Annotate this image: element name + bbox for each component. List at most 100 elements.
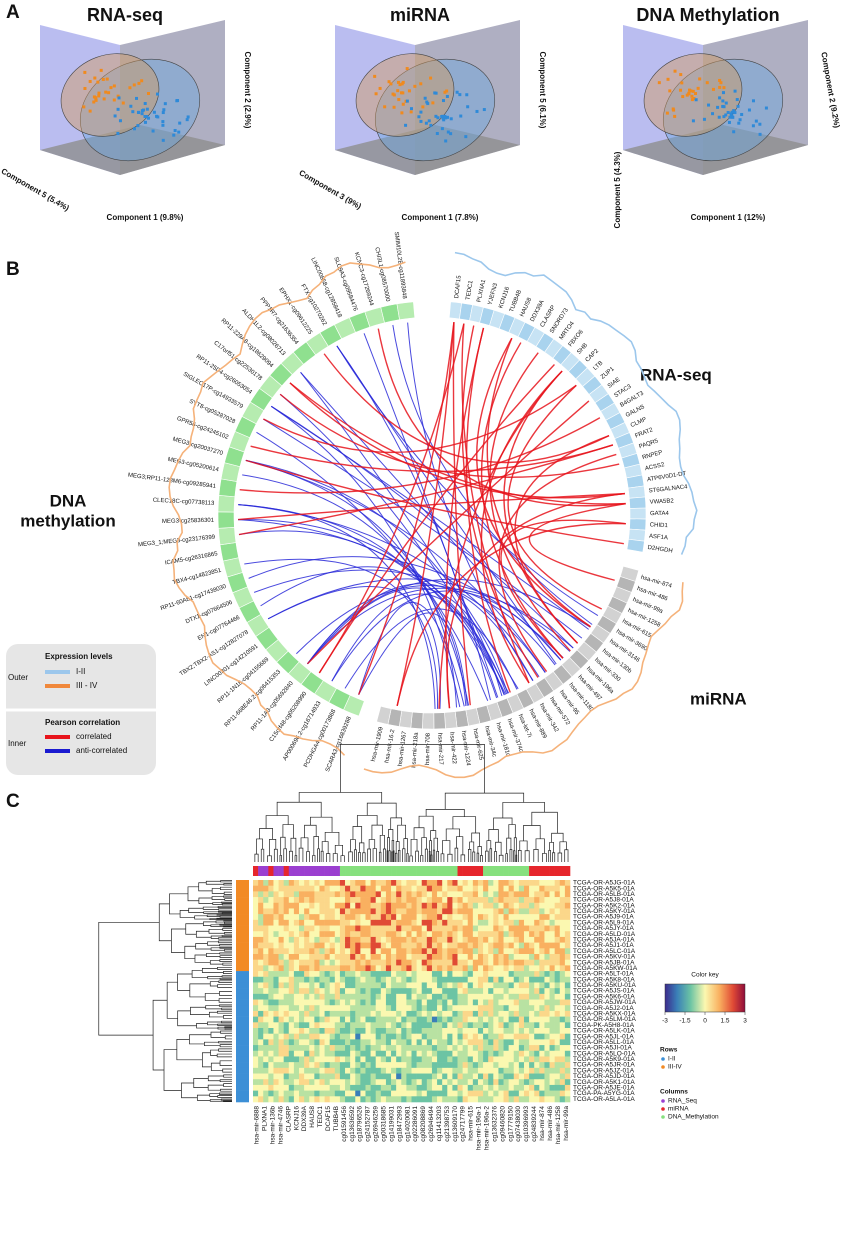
row-label: TCGA-OR-A5K9-01A [573, 1056, 635, 1063]
heatmap-cell [472, 1084, 479, 1091]
heatmap-cell [278, 1033, 284, 1040]
heatmap-cell [375, 971, 382, 978]
heatmap-cell [539, 971, 545, 978]
heatmap-cell [339, 982, 346, 989]
heatmap-cell [564, 919, 571, 926]
heatmap-cell [380, 999, 387, 1006]
heatmap-cell [355, 982, 361, 989]
heatmap-cell [462, 1084, 469, 1091]
dendrogram [265, 815, 289, 829]
heatmap-cell [396, 925, 402, 932]
heatmap-cell [391, 1010, 397, 1017]
heatmap-cell [391, 942, 397, 949]
correlation-link [300, 371, 519, 690]
dendrogram [508, 824, 516, 839]
heatmap-cell [406, 1028, 412, 1034]
heatmap-cell [462, 993, 469, 1000]
heatmap-cell [375, 1084, 382, 1091]
dendrogram [393, 850, 395, 862]
heatmap-cell [293, 1016, 300, 1023]
sample-point [449, 117, 453, 121]
heatmap-cell [508, 897, 515, 904]
heatmap-cell [304, 1090, 310, 1097]
correlation-link [358, 612, 468, 706]
heatmap-cell [324, 880, 330, 886]
heatmap-cell [467, 1084, 474, 1091]
heatmap-cell [523, 1067, 530, 1074]
heatmap-cell [416, 1050, 423, 1057]
heatmap-cell [278, 908, 284, 915]
dendrogram [468, 849, 472, 862]
heatmap-cell [299, 908, 305, 915]
heatmap-cell [304, 1005, 310, 1012]
heatmap-cell [268, 948, 274, 955]
heatmap-cell [452, 959, 458, 966]
heatmap-cell [391, 999, 397, 1006]
heatmap-cell [477, 1096, 484, 1103]
sample-point [92, 100, 96, 104]
heatmap-cell [345, 1016, 351, 1023]
heatmap-cell [375, 1050, 382, 1057]
heatmap-cell [431, 1090, 438, 1097]
heatmap-cell [263, 885, 269, 892]
heatmap-cell [421, 976, 428, 983]
dendrogram [298, 847, 304, 862]
heatmap-cell [258, 993, 264, 1000]
dendrogram [218, 937, 232, 940]
heatmap-cell [293, 1039, 300, 1046]
heatmap-cell [554, 908, 561, 915]
heatmap-cell [360, 1073, 366, 1080]
heatmap-cell [416, 891, 423, 898]
heatmap-cell [258, 1016, 264, 1023]
heatmap-cell [549, 1005, 555, 1012]
sample-point [93, 76, 97, 80]
sample-point [436, 116, 440, 120]
heatmap-cell [488, 1050, 494, 1057]
heatmap-cell [380, 1062, 387, 1069]
dendrogram [221, 901, 232, 904]
sample-point [389, 82, 393, 86]
heatmap-cell [447, 914, 453, 921]
dendrogram [223, 1015, 232, 1019]
sample-point [132, 83, 136, 87]
heatmap-cell [293, 976, 300, 983]
heatmap-cell [345, 1067, 351, 1074]
heatmap-cell [431, 959, 438, 966]
dendrogram [551, 832, 564, 843]
heatmap-cell [518, 965, 525, 972]
heatmap-cell [283, 1062, 290, 1069]
sample-point [718, 85, 722, 89]
heatmap-cell [299, 1045, 305, 1052]
heatmap-cell [396, 902, 402, 909]
heatmap-cell [411, 1090, 417, 1097]
heatmap-cell [314, 914, 320, 921]
heatmap-cell [380, 880, 387, 886]
heatmap-cell [564, 954, 571, 960]
heatmap-cell [529, 1062, 535, 1069]
heatmap-cell [293, 1073, 300, 1080]
sample-point [673, 69, 677, 73]
heatmap-cell [253, 1073, 259, 1080]
heatmap-cell [549, 1062, 555, 1069]
heatmap-cell [467, 919, 474, 926]
heatmap-cell [345, 1090, 351, 1097]
heatmap-cell [401, 954, 407, 960]
dendrogram [340, 855, 345, 862]
heatmap-cell [339, 954, 346, 960]
heatmap-cell [396, 897, 402, 904]
heatmap-cell [263, 908, 269, 915]
heatmap-cell [488, 902, 494, 909]
heatmap-cell [544, 1022, 550, 1029]
dendrogram [402, 848, 406, 862]
heatmap-cell [375, 1062, 382, 1069]
dendrogram [188, 907, 204, 913]
sample-point [688, 88, 692, 92]
heatmap-cell [544, 919, 550, 926]
heatmap-cell [452, 1005, 458, 1012]
heatmap-cell [493, 1096, 499, 1103]
row-side-color [236, 1028, 249, 1034]
sample-point [135, 96, 139, 100]
heatmap-cell [452, 891, 458, 898]
heatmap-cell [339, 1022, 346, 1029]
gene-label: KCNC3-cg17269244 [353, 252, 374, 308]
